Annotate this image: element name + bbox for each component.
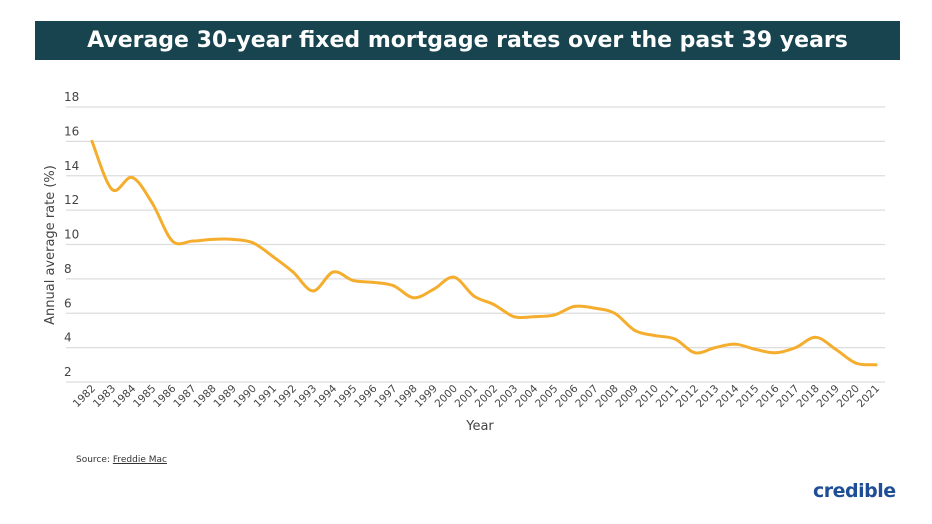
data-point-1985: [150, 201, 154, 205]
data-point-2000: [452, 275, 456, 279]
y-tick-label: 16: [64, 124, 79, 138]
data-point-2017: [794, 346, 798, 350]
y-tick-label: 14: [64, 159, 79, 173]
data-point-2014: [733, 342, 737, 346]
data-point-1987: [191, 239, 195, 243]
y-tick-label: 8: [64, 262, 72, 276]
x-tick-label: 2021: [855, 383, 882, 410]
data-point-2008: [613, 311, 617, 315]
data-point-1993: [311, 289, 315, 293]
x-axis-label: Year: [465, 419, 494, 434]
source-note: Source: Freddie Mac: [76, 455, 167, 465]
data-point-2018: [814, 335, 818, 339]
y-tick-label: 12: [64, 193, 79, 207]
data-point-2010: [653, 334, 657, 338]
data-point-2001: [472, 294, 476, 298]
y-tick-label: 4: [64, 331, 72, 345]
data-point-2006: [572, 304, 576, 308]
data-point-2013: [713, 346, 717, 350]
data-point-1997: [392, 284, 396, 288]
data-point-2005: [552, 313, 556, 317]
data-point-2009: [633, 328, 637, 332]
data-point-1995: [351, 279, 355, 283]
data-point-1992: [291, 270, 295, 274]
data-point-2015: [753, 347, 757, 351]
y-tick-label: 2: [64, 365, 72, 379]
data-point-1991: [271, 255, 275, 259]
data-point-1999: [432, 287, 436, 291]
data-point-1989: [231, 237, 235, 241]
data-point-2012: [693, 351, 697, 355]
y-tick-label: 10: [64, 228, 79, 242]
data-point-1984: [130, 175, 134, 179]
data-point-1986: [170, 239, 174, 243]
data-point-2019: [834, 347, 838, 351]
data-point-1988: [211, 237, 215, 241]
data-point-2002: [492, 303, 496, 307]
data-point-2016: [773, 351, 777, 355]
y-axis-label: Annual average rate (%): [43, 165, 58, 325]
y-tick-label: 6: [64, 296, 72, 310]
data-point-2021: [874, 363, 878, 367]
data-point-1996: [371, 280, 375, 284]
data-point-2011: [673, 337, 677, 341]
data-point-1982: [90, 139, 94, 143]
y-tick-label: 18: [64, 90, 79, 104]
data-point-1994: [331, 270, 335, 274]
data-point-2020: [854, 361, 858, 365]
data-point-2007: [593, 306, 597, 310]
data-point-2003: [512, 315, 516, 319]
source-label: Source:: [76, 455, 110, 465]
credible-logo: credible: [813, 480, 896, 502]
series-line: [90, 139, 878, 367]
chart-title: Average 30-year fixed mortgage rates ove…: [35, 21, 900, 60]
data-point-1983: [110, 188, 114, 191]
source-link[interactable]: Freddie Mac: [112, 455, 167, 465]
data-point-1998: [412, 296, 416, 300]
data-point-1990: [251, 241, 255, 245]
data-point-2004: [532, 315, 536, 319]
